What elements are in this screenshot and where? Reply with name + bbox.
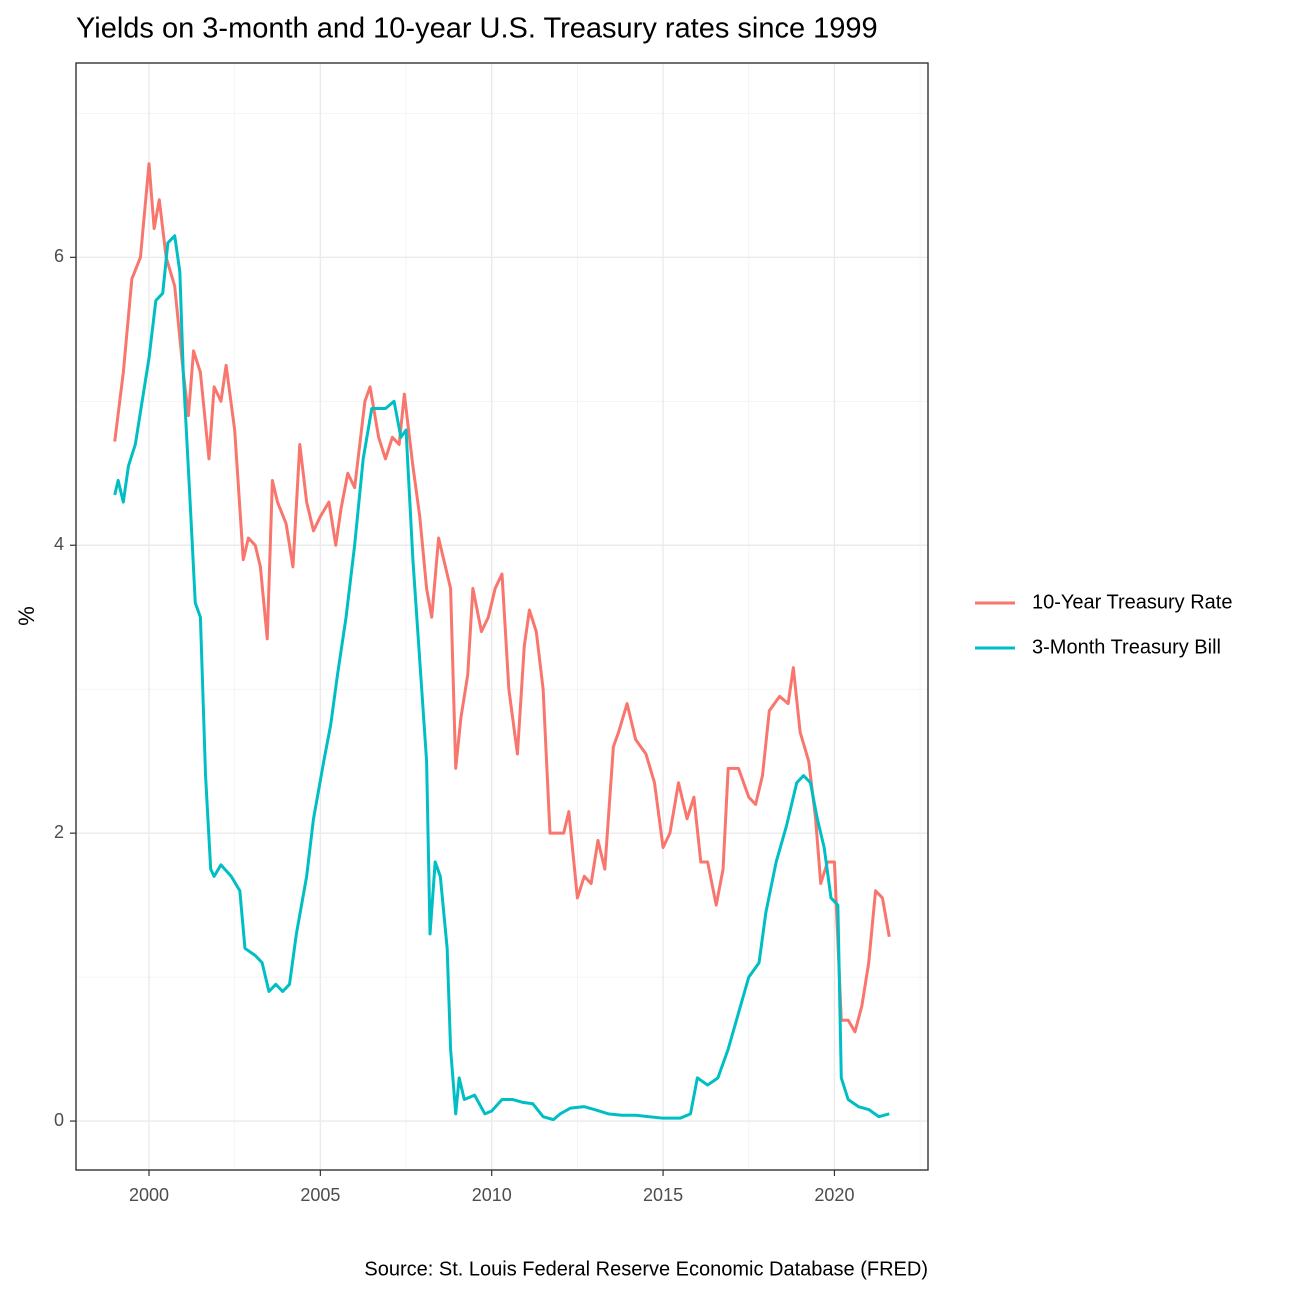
y-tick-label: 6 <box>54 246 64 266</box>
chart-title: Yields on 3-month and 10-year U.S. Treas… <box>76 13 878 45</box>
plot-border <box>75 62 929 1171</box>
caption: Source: St. Louis Federal Reserve Econom… <box>364 1258 928 1280</box>
legend-label: 10-Year Treasury Rate <box>1032 591 1232 613</box>
y-tick-label: 2 <box>54 822 64 842</box>
legend-label: 3-Month Treasury Bill <box>1032 636 1221 658</box>
y-tick-label: 4 <box>54 534 64 554</box>
y-tick-label: 0 <box>54 1110 64 1130</box>
x-tick-label: 2020 <box>814 1185 854 1205</box>
series-line <box>113 234 890 1122</box>
y-axis-label: % <box>14 606 39 626</box>
x-tick-label: 2015 <box>643 1185 683 1205</box>
x-tick-label: 2000 <box>129 1185 169 1205</box>
series-line <box>113 162 891 1034</box>
x-tick-label: 2005 <box>300 1185 340 1205</box>
x-tick-label: 2010 <box>472 1185 512 1205</box>
